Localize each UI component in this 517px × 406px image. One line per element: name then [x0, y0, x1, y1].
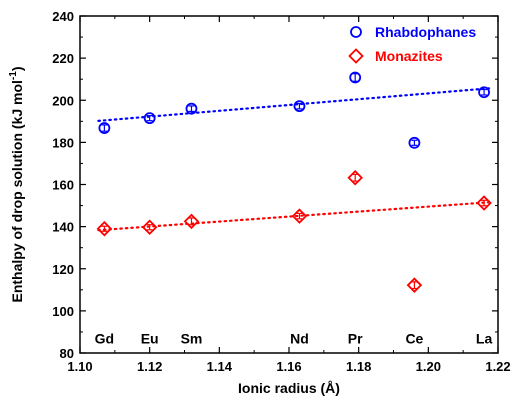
element-label-la: La [476, 330, 493, 346]
data-point-monazites [291, 208, 308, 224]
plot-frame [79, 15, 499, 354]
x-tick-label: 1.22 [485, 359, 510, 374]
data-point-monazites [96, 220, 113, 237]
data-point-rhabdophanes [185, 102, 198, 115]
element-label-gd: Gd [95, 330, 114, 346]
data-point-rhabdophanes [478, 86, 490, 99]
legend-marker-monazites [348, 48, 364, 64]
data-point-rhabdophanes [293, 100, 306, 113]
data-point-monazites [476, 195, 492, 211]
element-label-sm: Sm [181, 330, 203, 346]
axis-ticks-group: 1.10 1.12 1.14 1.16 1.18 1.20 1.22 80 100 120 140 1… [52, 9, 510, 374]
element-labels-group: Gd Eu Sm Nd Pr Ce La [95, 330, 493, 346]
fit-line-rhabdophanes [97, 87, 492, 122]
data-point-monazites [141, 219, 158, 236]
data-point-monazites [183, 213, 200, 230]
y-axis-title: Enthalpy of drop solution (kJ mol-1) [8, 66, 25, 302]
data-points-group [96, 71, 492, 293]
x-tick-label: 1.10 [67, 359, 92, 374]
legend: Rhabdophanes Monazites [348, 24, 476, 64]
y-axis-title-main: Enthalpy of drop solution (kJ mol [9, 80, 25, 302]
y-tick-label: 240 [52, 9, 74, 24]
element-label-pr: Pr [348, 330, 363, 346]
data-point-rhabdophanes [408, 136, 421, 149]
x-tick-label: 1.20 [416, 359, 441, 374]
fit-lines-group [97, 87, 492, 232]
x-tick-label: 1.14 [207, 359, 233, 374]
data-point-rhabdophanes [143, 112, 156, 125]
plot-frame-group [79, 15, 499, 354]
element-label-nd: Nd [290, 330, 309, 346]
legend-marker-rhabdophanes [350, 26, 362, 38]
y-tick-label: 200 [52, 93, 74, 108]
element-label-eu: Eu [141, 330, 159, 346]
data-point-rhabdophanes [98, 122, 111, 134]
data-point-rhabdophanes [349, 71, 362, 84]
data-point-monazites [406, 277, 423, 293]
data-point-monazites [347, 169, 363, 186]
x-axis-title: Ionic radius (Å) [238, 380, 340, 396]
x-tick-label: 1.18 [346, 359, 371, 374]
y-tick-label: 80 [60, 346, 74, 361]
y-axis-title-close: ) [9, 66, 25, 71]
x-tick-label: 1.12 [137, 359, 162, 374]
y-tick-label: 160 [52, 178, 74, 193]
y-tick-label: 180 [52, 135, 74, 150]
x-tick-label: 1.16 [276, 359, 301, 374]
element-label-ce: Ce [405, 330, 423, 346]
legend-label-monazites: Monazites [375, 48, 443, 64]
y-tick-label: 120 [52, 262, 74, 277]
y-tick-label: 140 [52, 220, 74, 235]
legend-label-rhabdophanes: Rhabdophanes [375, 24, 476, 40]
y-tick-label: 100 [52, 304, 74, 319]
y-tick-label: 220 [52, 51, 74, 66]
y-axis-title-superscript: -1 [8, 71, 19, 80]
fit-line-monazites [97, 201, 492, 232]
